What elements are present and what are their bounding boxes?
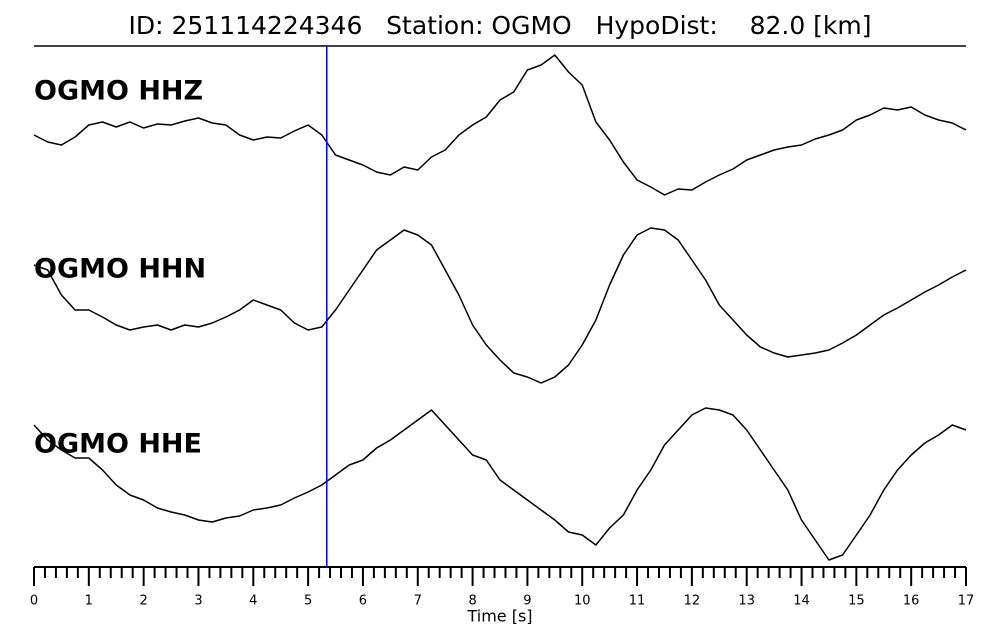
x-tick-label: 1 [85,594,93,609]
x-tick-label: 9 [523,594,531,609]
x-tick-label: 13 [738,594,755,609]
x-tick-label: 8 [468,594,476,609]
trace [33,227,967,384]
x-tick-label: 14 [793,594,810,609]
trace-name: OGMO HHZ [34,76,203,107]
x-axis-label: Time [s] [466,607,532,626]
x-tick-label: 16 [903,594,920,609]
x-tick-label: 2 [140,594,148,609]
x-tick-label: 17 [958,594,975,609]
x-tick-label: 4 [249,594,257,609]
chart-title: ID: 251114224346 Station: OGMO HypoDist:… [128,11,871,40]
trace [33,54,967,196]
x-tick-label: 0 [30,594,38,609]
trace-name: OGMO HHE [34,429,202,460]
x-tick-label: 7 [414,594,422,609]
x-tick-label: 11 [629,594,646,609]
x-tick-label: 6 [359,594,367,609]
trace [33,407,967,561]
x-tick-label: 3 [194,594,202,609]
trace-name: OGMO HHN [34,254,206,285]
x-tick-label: 12 [684,594,701,609]
x-tick-label: 10 [574,594,591,609]
x-tick-label: 15 [848,594,865,609]
x-tick-label: 5 [304,594,312,609]
